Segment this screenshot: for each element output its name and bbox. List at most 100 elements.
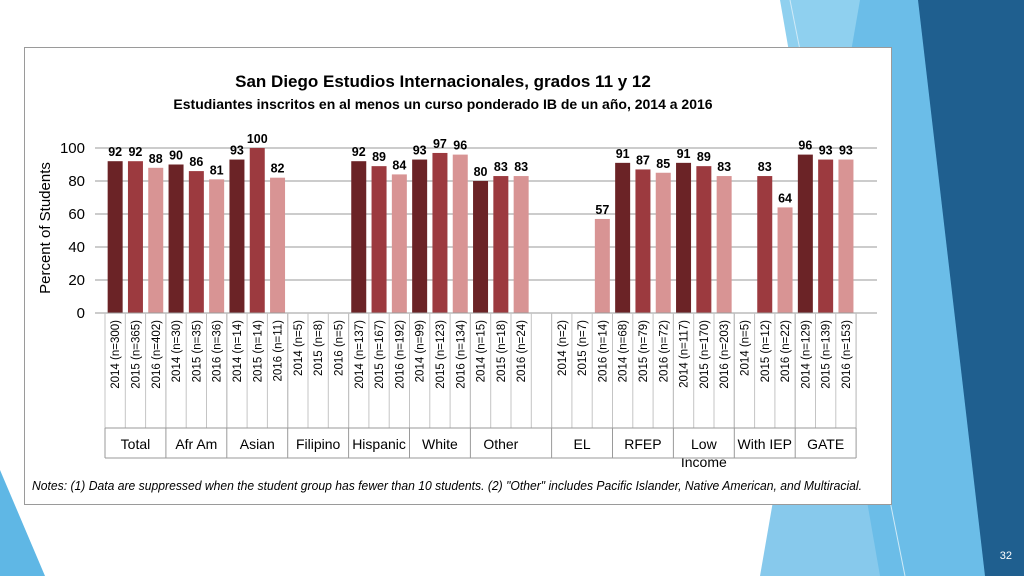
data-label: 85 xyxy=(656,157,670,171)
bar xyxy=(391,174,407,313)
data-label: 57 xyxy=(595,203,609,217)
data-label: 93 xyxy=(839,144,853,158)
data-label: 88 xyxy=(149,152,163,166)
x-tick-label: 2016 (n=203) xyxy=(719,320,731,389)
x-tick-label: 2016 (n=5) xyxy=(333,320,345,376)
x-tick-label: 2015 (n=12) xyxy=(760,320,772,383)
bar xyxy=(452,154,468,313)
y-tick-label: 0 xyxy=(77,305,85,322)
bar xyxy=(270,177,286,313)
y-tick-label: 60 xyxy=(68,206,85,223)
data-label: 91 xyxy=(616,147,630,161)
data-label: 89 xyxy=(372,150,386,164)
x-tick-label: 2014 (n=5) xyxy=(293,320,305,376)
x-tick-label: 2014 (n=15) xyxy=(476,320,488,383)
x-tick-label: 2014 (n=2) xyxy=(557,320,569,376)
x-tick-label: 2016 (n=72) xyxy=(658,320,670,383)
y-tick-label: 80 xyxy=(68,173,85,190)
x-tick-label: 2015 (n=35) xyxy=(191,320,203,383)
deco-shape-left-bottom xyxy=(0,470,45,576)
bar xyxy=(655,172,671,313)
bar xyxy=(209,179,225,313)
data-label: 84 xyxy=(392,158,406,172)
y-tick-label: 40 xyxy=(68,239,85,256)
data-label: 92 xyxy=(352,145,366,159)
bar xyxy=(493,176,509,313)
bar xyxy=(594,218,610,313)
chart-subtitle: Estudiantes inscritos en al menos un cur… xyxy=(173,96,712,112)
y-axis-label: Percent of Students xyxy=(37,162,54,294)
chart-title: San Diego Estudios Internacionales, grad… xyxy=(235,72,651,91)
data-label: 83 xyxy=(717,160,731,174)
bar xyxy=(838,159,854,313)
x-tick-label: 2015 (n=14) xyxy=(252,320,264,383)
data-label: 82 xyxy=(271,162,285,176)
x-tick-label: 2015 (n=139) xyxy=(821,320,833,389)
x-tick-label: 2014 (n=68) xyxy=(618,320,630,383)
deco-shape-dark-right xyxy=(918,0,1024,576)
bar xyxy=(249,148,265,313)
chart-panel: San Diego Estudios Internacionales, grad… xyxy=(24,47,892,505)
x-tick-label: 2014 (n=137) xyxy=(354,320,366,389)
x-tick-label: 2014 (n=300) xyxy=(110,320,122,389)
group-label: EL xyxy=(573,436,590,452)
bar-chart: San Diego Estudios Internacionales, grad… xyxy=(32,72,877,493)
x-tick-label: 2016 (n=192) xyxy=(394,320,406,389)
bar xyxy=(676,162,692,313)
page-number: 32 xyxy=(999,550,1012,562)
data-label: 92 xyxy=(108,145,122,159)
x-tick-label: 2016 (n=11) xyxy=(273,320,285,382)
bar xyxy=(615,162,631,313)
x-tick-label: 2015 (n=7) xyxy=(577,320,589,376)
bar xyxy=(635,169,651,313)
x-tick-label: 2016 (n=22) xyxy=(780,320,792,383)
data-label: 80 xyxy=(474,165,488,179)
group-label: Low xyxy=(691,436,718,452)
data-label: 87 xyxy=(636,153,650,167)
bar xyxy=(757,176,773,313)
bar xyxy=(777,207,793,313)
x-tick-label: 2014 (n=30) xyxy=(171,320,183,383)
bar xyxy=(351,161,367,313)
x-tick-label: 2015 (n=123) xyxy=(435,320,447,389)
bar xyxy=(127,161,143,313)
group-label: Other xyxy=(483,436,518,452)
bar xyxy=(412,159,428,313)
data-label: 93 xyxy=(819,144,833,158)
x-tick-label: 2016 (n=24) xyxy=(516,320,528,383)
data-label: 92 xyxy=(128,145,142,159)
group-label: RFEP xyxy=(624,436,661,452)
bar xyxy=(797,154,813,313)
x-tick-label: 2016 (n=134) xyxy=(455,320,467,389)
bar xyxy=(818,159,834,313)
y-tick-label: 100 xyxy=(60,140,85,157)
group-label: With IEP xyxy=(738,436,792,452)
x-tick-label: 2014 (n=117) xyxy=(679,320,691,388)
data-label: 64 xyxy=(778,191,792,205)
x-tick-label: 2016 (n=14) xyxy=(597,320,609,383)
bar xyxy=(229,159,245,313)
data-label: 97 xyxy=(433,137,447,151)
group-label: Filipino xyxy=(296,436,341,452)
x-tick-label: 2016 (n=36) xyxy=(212,320,224,383)
bar xyxy=(168,164,184,313)
bar xyxy=(513,176,529,313)
data-label: 100 xyxy=(247,132,268,146)
data-label: 96 xyxy=(453,139,467,153)
group-label: Hispanic xyxy=(352,436,406,452)
data-label: 96 xyxy=(798,139,812,153)
x-tick-label: 2015 (n=170) xyxy=(699,320,711,389)
data-label: 83 xyxy=(494,160,508,174)
group-label: Total xyxy=(121,436,151,452)
data-label: 89 xyxy=(697,150,711,164)
bar xyxy=(716,176,732,313)
x-tick-label: 2014 (n=129) xyxy=(800,320,812,389)
x-tick-label: 2015 (n=79) xyxy=(638,320,650,383)
y-tick-label: 20 xyxy=(68,272,85,289)
x-tick-label: 2016 (n=402) xyxy=(151,320,163,389)
x-tick-label: 2015 (n=8) xyxy=(313,320,325,376)
group-label: Afr Am xyxy=(175,436,217,452)
bar xyxy=(473,181,489,313)
bar xyxy=(371,166,387,313)
x-tick-label: 2016 (n=153) xyxy=(841,320,853,389)
